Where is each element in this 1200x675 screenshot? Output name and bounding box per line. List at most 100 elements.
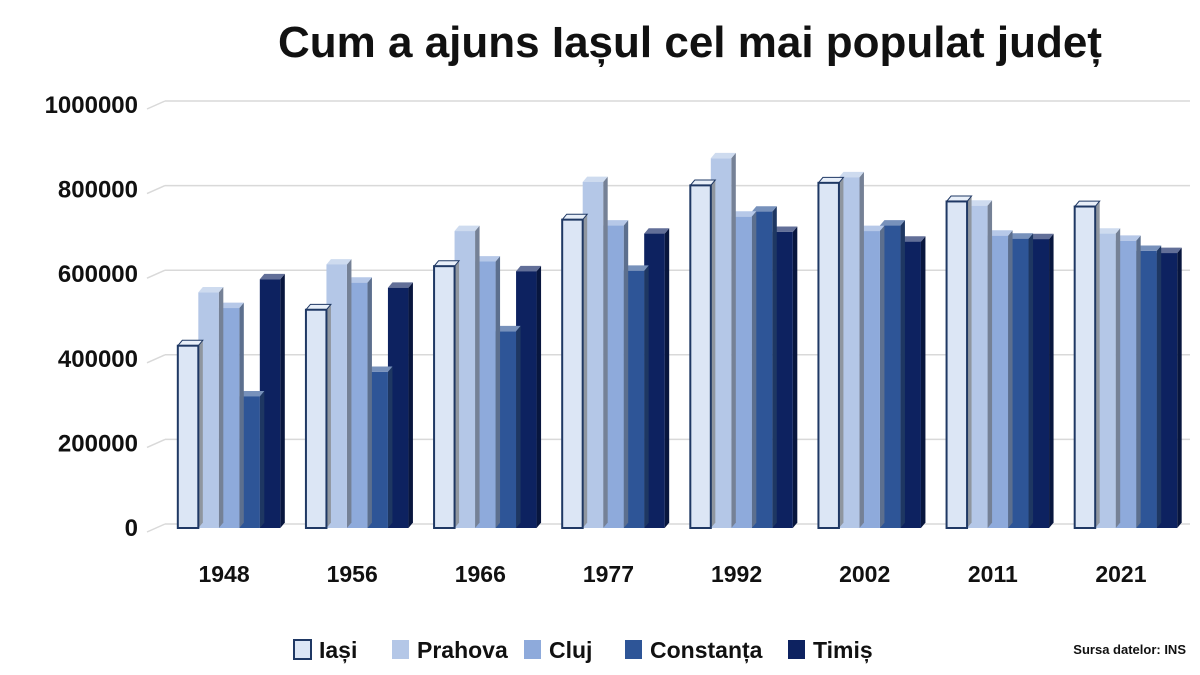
- legend-swatch-timiș: [788, 640, 805, 659]
- bar-top: [900, 236, 926, 242]
- bar-iași: [945, 200, 969, 529]
- bar-side: [239, 302, 244, 528]
- bar-timiș: [1156, 253, 1178, 529]
- bar-constanța: [495, 331, 517, 528]
- bar-timiș: [772, 231, 793, 528]
- bar-top: [838, 171, 864, 178]
- bar-side: [198, 340, 203, 528]
- gridline-diagonal: [146, 100, 166, 110]
- y-tick-label: 200000: [58, 430, 138, 457]
- bar-side: [731, 152, 736, 528]
- bar-timiș: [387, 287, 409, 528]
- x-tick-label: 2021: [1095, 561, 1146, 587]
- bar-side: [1156, 245, 1162, 528]
- bar-side: [346, 259, 352, 528]
- bar-top: [582, 176, 608, 182]
- bar-constanța: [1136, 250, 1157, 528]
- bar-side: [454, 260, 460, 528]
- bar-constanța: [751, 211, 773, 528]
- source-note: Sursa datelor: INS: [1073, 642, 1186, 657]
- bar-side: [495, 256, 501, 528]
- legend-swatch-constanța: [625, 640, 642, 659]
- bar-side: [710, 179, 716, 528]
- bar-side: [1028, 233, 1034, 528]
- bar-side: [987, 200, 993, 529]
- bar-top: [495, 325, 521, 332]
- bar-side: [516, 325, 521, 528]
- y-axis-ticks: 0 200000 400000 600000 800000 1000000: [45, 92, 138, 542]
- bar-top: [475, 256, 501, 262]
- x-tick-label: 1948: [198, 561, 249, 587]
- bar-constanța: [239, 396, 260, 528]
- bar-top: [454, 225, 480, 232]
- x-tick-label: 1956: [327, 561, 378, 587]
- bar-top: [772, 226, 798, 232]
- bar-timiș: [900, 241, 921, 528]
- bar-top: [603, 220, 629, 226]
- bar-cluj: [218, 308, 240, 528]
- bar-side: [1008, 230, 1013, 528]
- bar-side: [603, 176, 608, 528]
- x-axis-ticks: 1948 1956 1966 1977 1992 2002 2011 2021: [198, 561, 1146, 587]
- bar-side: [967, 196, 972, 528]
- bar-top: [1008, 233, 1034, 239]
- bar-side: [408, 282, 413, 528]
- bar-side: [1095, 201, 1100, 528]
- bar-iași: [433, 265, 456, 529]
- bar-prahova: [198, 292, 219, 528]
- bar-top: [731, 211, 757, 217]
- bar-side: [582, 214, 588, 528]
- bar-top: [218, 302, 244, 309]
- gridline-diagonal: [146, 269, 166, 279]
- bar-cluj: [603, 225, 624, 528]
- y-tick-label: 1000000: [45, 92, 138, 119]
- bar-prahova: [838, 177, 860, 528]
- bar-side: [772, 206, 777, 529]
- gridline-diagonal: [146, 184, 166, 195]
- gridline-diagonal: [146, 523, 166, 533]
- bar-top: [1028, 233, 1054, 240]
- bar-cluj: [859, 231, 880, 528]
- bar-iași: [561, 218, 584, 529]
- bar-side: [1177, 247, 1182, 528]
- bar-top: [623, 265, 649, 271]
- legend-label: Constanța: [650, 637, 763, 664]
- bar-top: [751, 206, 777, 212]
- y-tick-label: 800000: [58, 177, 138, 204]
- bar-timiș: [1028, 239, 1050, 528]
- bar-top: [198, 286, 224, 293]
- legend-label: Prahova: [417, 637, 508, 663]
- bar-top: [710, 152, 736, 159]
- bar-top: [346, 277, 372, 283]
- bar-constanța: [1008, 238, 1029, 528]
- y-tick-label: 0: [125, 515, 138, 542]
- bar-iași: [817, 181, 840, 529]
- bar-side: [367, 277, 372, 528]
- bar-prahova: [967, 205, 988, 528]
- bar-top: [644, 228, 670, 234]
- bar-constanța: [367, 371, 388, 528]
- bar-iași: [176, 344, 200, 530]
- bar-iași: [304, 308, 328, 529]
- x-tick-label: 1966: [455, 561, 506, 587]
- bar-top: [326, 259, 352, 265]
- bar-side: [326, 304, 331, 528]
- bar-side: [751, 211, 757, 528]
- bar-side: [623, 220, 629, 528]
- bar-side: [920, 236, 926, 528]
- bar-prahova: [454, 231, 476, 528]
- bar-prahova: [710, 158, 732, 528]
- bar-side: [838, 177, 844, 528]
- legend-swatch-cluj: [524, 640, 541, 659]
- bar-side: [664, 228, 670, 528]
- bar-timiș: [644, 233, 665, 529]
- bar-timiș: [516, 271, 537, 528]
- bar-cluj: [987, 235, 1009, 528]
- bar-side: [475, 225, 480, 529]
- bar-top: [239, 391, 265, 397]
- legend: Iași Prahova Cluj Constanța Timiș: [293, 637, 873, 664]
- bar-side: [259, 391, 265, 528]
- bar-side: [900, 220, 905, 528]
- bar-side: [879, 225, 885, 529]
- y-tick-label: 600000: [58, 261, 138, 288]
